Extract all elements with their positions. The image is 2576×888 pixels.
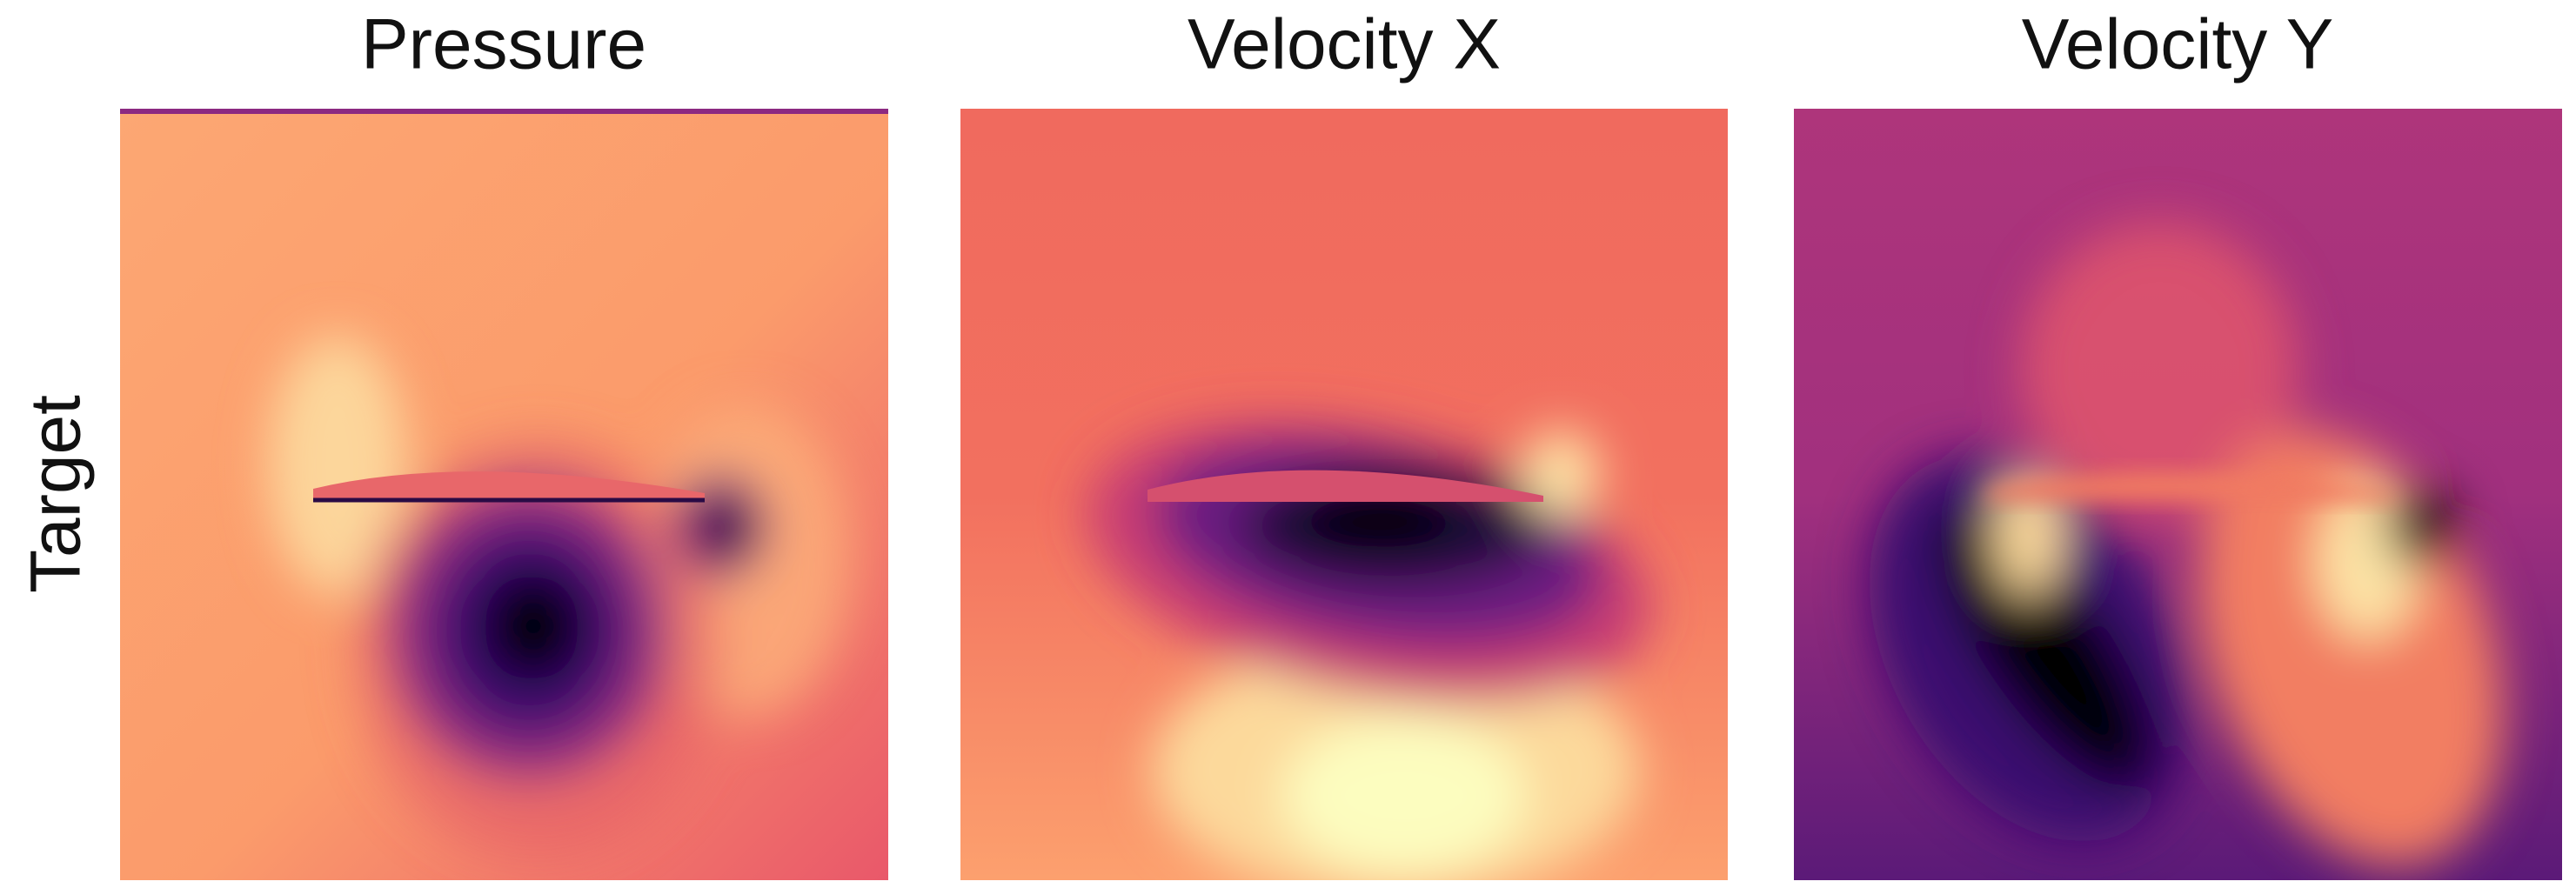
column-title: Velocity X xyxy=(1188,5,1501,84)
figure: Pressure Velocity X Velocity Y Target xyxy=(0,0,2576,884)
column-title: Velocity Y xyxy=(2022,5,2334,84)
velocity-x-field xyxy=(960,109,1728,884)
row-label: Target xyxy=(17,395,96,593)
column-title: Pressure xyxy=(361,5,646,84)
velocity-y-field xyxy=(1794,109,2562,884)
pressure-field xyxy=(120,109,888,880)
